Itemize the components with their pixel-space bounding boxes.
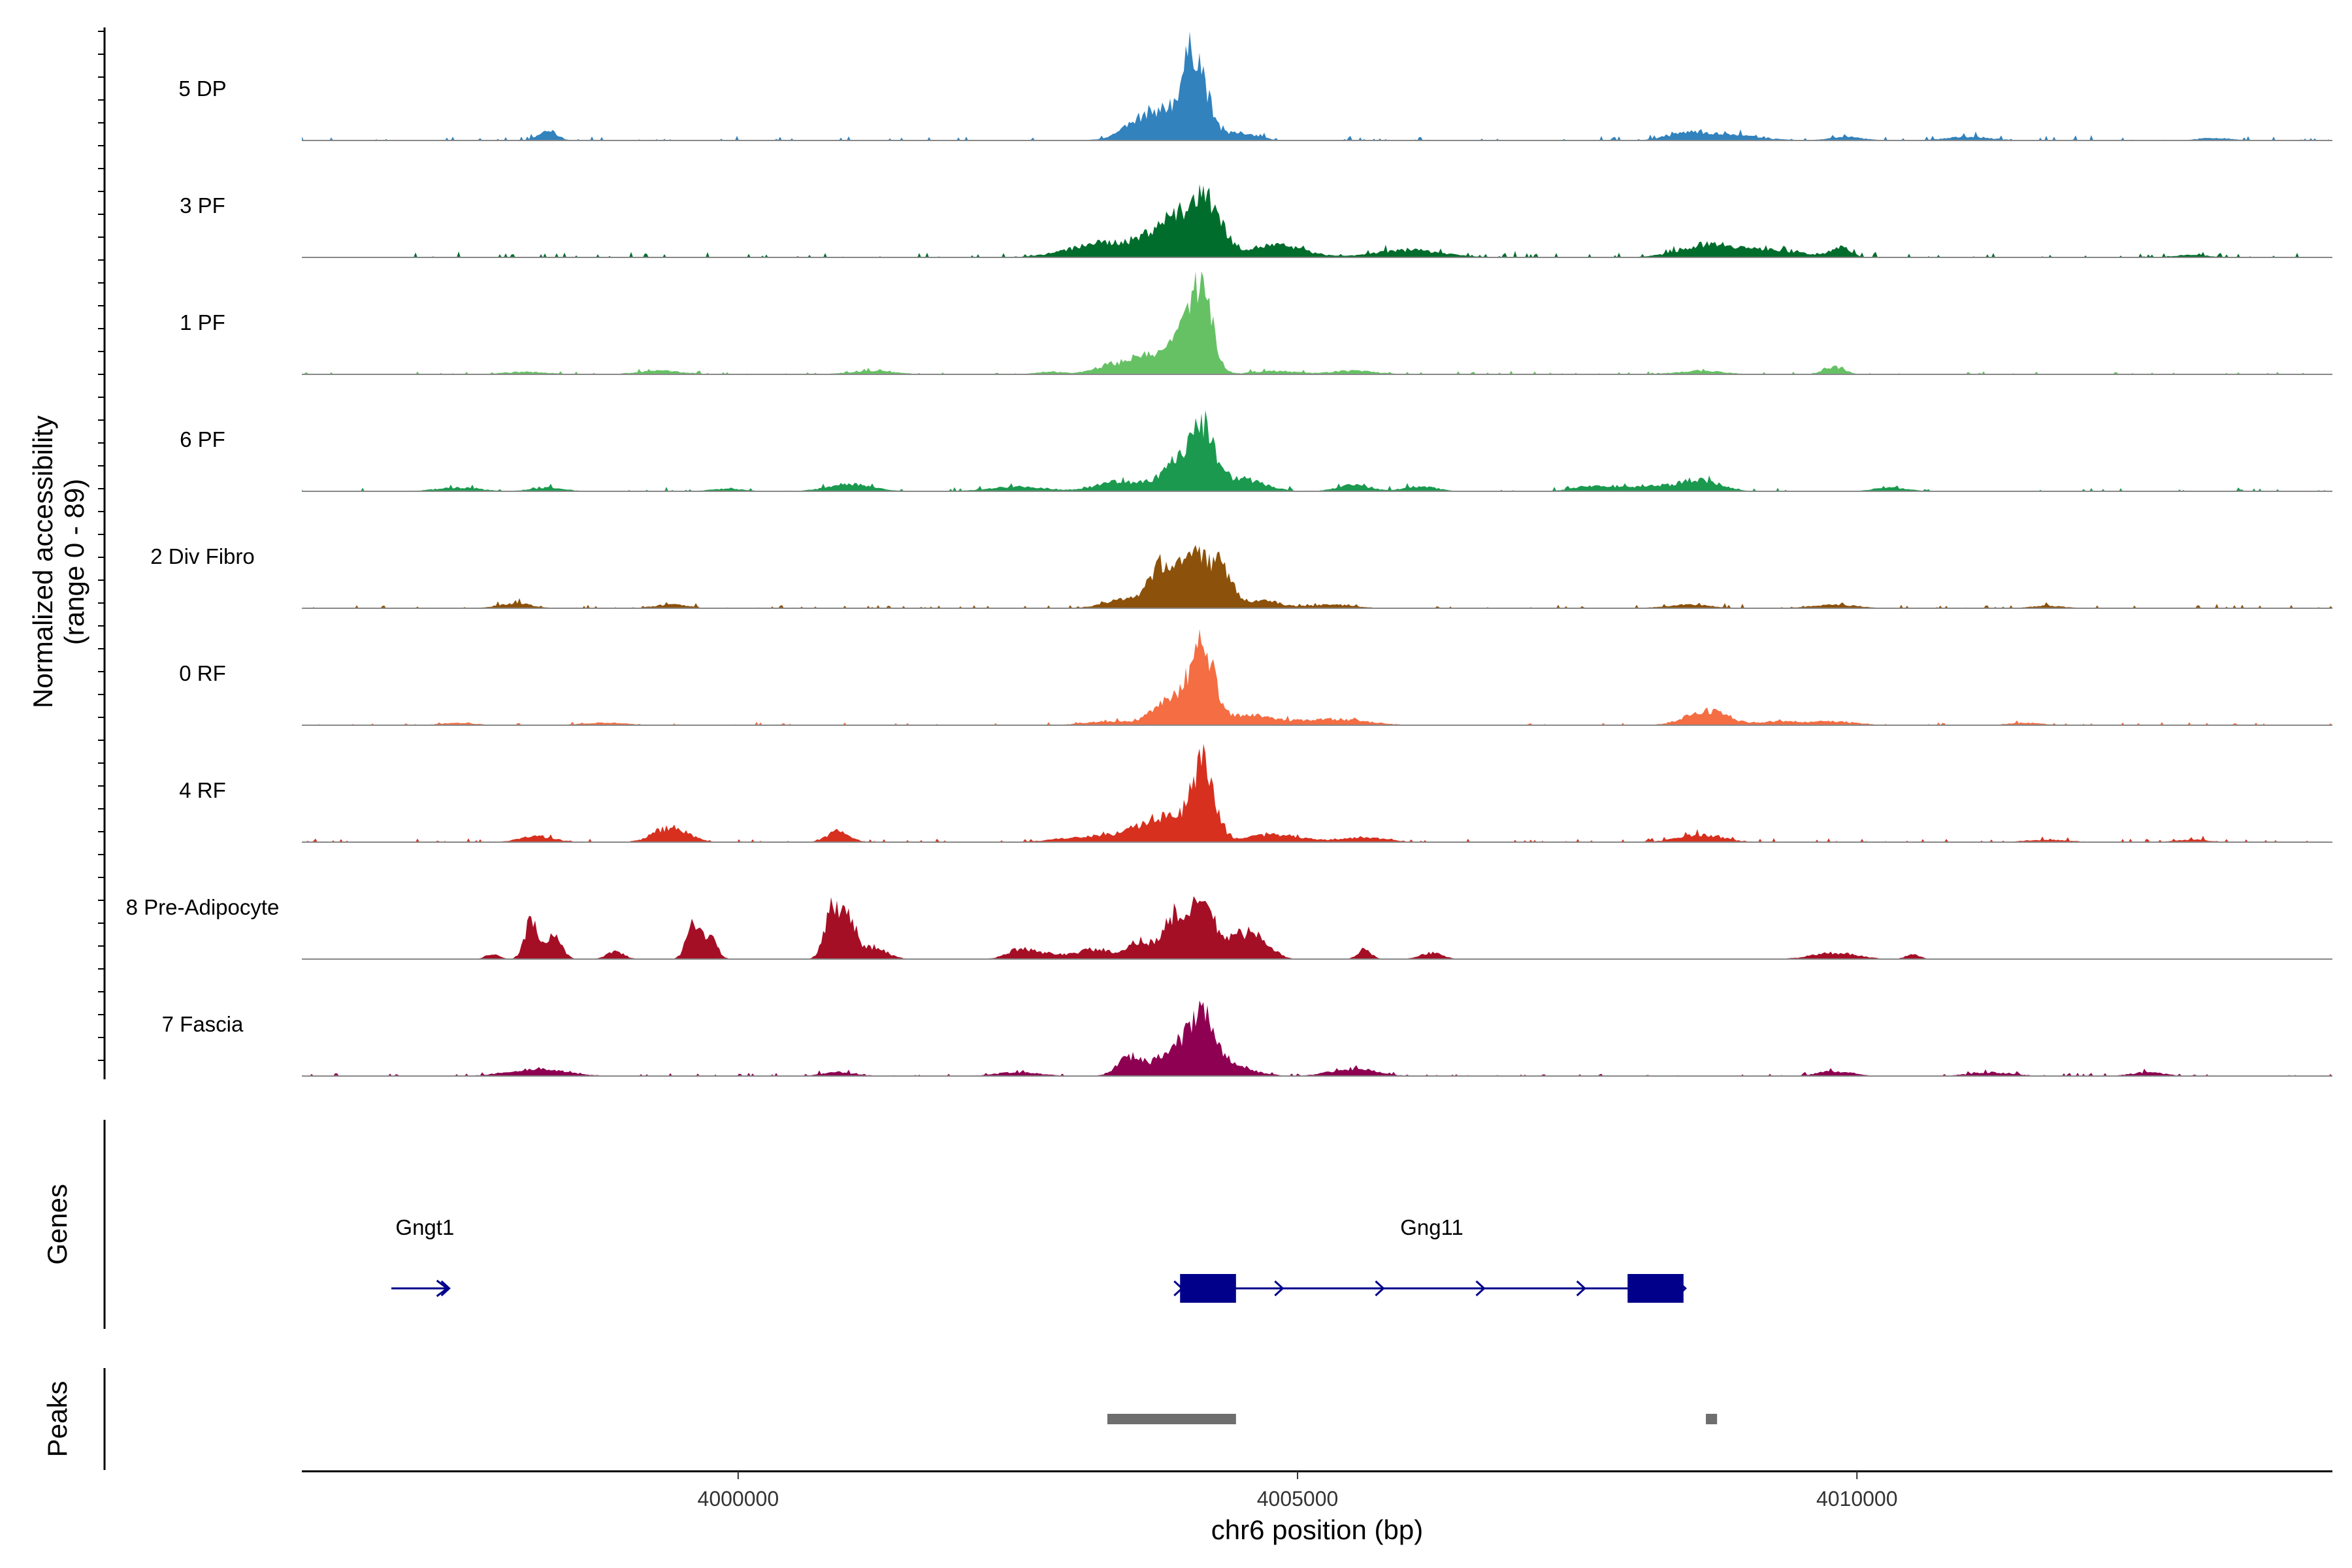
coverage-area-8 bbox=[302, 1000, 2332, 1076]
track-label-1: 3 PF bbox=[180, 193, 225, 218]
coverage-area-1 bbox=[302, 184, 2332, 257]
peak-region-0 bbox=[1107, 1414, 1236, 1424]
track-label-6: 4 RF bbox=[179, 778, 226, 802]
gene-exon-Gng11-0 bbox=[1180, 1274, 1236, 1303]
coverage-area-3 bbox=[302, 410, 2332, 491]
coverage-area-4 bbox=[302, 545, 2332, 608]
gene-strand-arrow bbox=[436, 1279, 449, 1298]
gene-track: Gngt1 Gng11 bbox=[391, 1215, 1688, 1303]
gene-strand-chevron bbox=[1375, 1280, 1385, 1297]
x-axis-title: chr6 position (bp) bbox=[1211, 1514, 1424, 1545]
gene-exon-Gng11-1 bbox=[1627, 1274, 1684, 1303]
gene-label-Gng11: Gng11 bbox=[1400, 1215, 1463, 1239]
genes-panel-title: Genes bbox=[42, 1184, 73, 1265]
track-label-3: 6 PF bbox=[180, 427, 225, 451]
y-axis-title: Normalized accessibility bbox=[27, 416, 58, 708]
track-label-8: 7 Fascia bbox=[162, 1012, 244, 1036]
track-label-2: 1 PF bbox=[180, 310, 225, 335]
coverage-area-7 bbox=[302, 896, 2332, 959]
gene-label-Gngt1: Gngt1 bbox=[395, 1215, 454, 1239]
coverage-tracks bbox=[302, 31, 2332, 1077]
track-label-7: 8 Pre-Adipocyte bbox=[126, 895, 280, 919]
track-label-4: 2 Div Fibro bbox=[150, 544, 255, 568]
track-label-0: 5 DP bbox=[178, 76, 226, 101]
peak-track bbox=[1107, 1414, 1718, 1424]
peaks-panel-title: Peaks bbox=[42, 1381, 73, 1458]
x-tick-label: 4000000 bbox=[698, 1487, 779, 1511]
coverage-area-0 bbox=[302, 31, 2332, 140]
track-label-5: 0 RF bbox=[179, 661, 226, 685]
peak-region-1 bbox=[1706, 1414, 1718, 1424]
y-axis-range: (range 0 - 89) bbox=[59, 479, 90, 645]
x-tick-label: 4010000 bbox=[1816, 1487, 1898, 1511]
x-tick-label: 4005000 bbox=[1257, 1487, 1339, 1511]
coverage-area-5 bbox=[302, 629, 2332, 725]
gene-strand-chevron bbox=[440, 1280, 451, 1297]
gene-strand-chevron bbox=[1576, 1280, 1586, 1297]
x-axis-ticks: 4000000 4005000 4010000 bbox=[698, 1471, 1898, 1511]
track-labels: 5 DP 3 PF 1 PF 6 PF 2 Div Fibro 0 RF 4 RF 8 Pre… bbox=[126, 76, 280, 1036]
gene-strand-chevron bbox=[1274, 1280, 1284, 1297]
coverage-area-2 bbox=[302, 271, 2332, 374]
coverage-y-ticks bbox=[98, 31, 105, 1061]
coverage-area-6 bbox=[302, 743, 2332, 842]
gene-strand-chevron bbox=[1475, 1280, 1486, 1297]
